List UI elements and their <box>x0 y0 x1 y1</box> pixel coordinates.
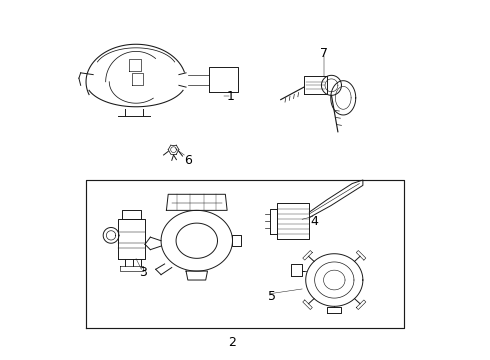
Text: 5: 5 <box>268 289 276 303</box>
Text: 7: 7 <box>319 47 328 60</box>
Text: 3: 3 <box>139 266 147 279</box>
Polygon shape <box>277 203 309 239</box>
Polygon shape <box>309 180 363 217</box>
Text: 2: 2 <box>228 336 237 349</box>
Text: 1: 1 <box>227 90 235 103</box>
Text: 4: 4 <box>311 215 319 228</box>
Text: 6: 6 <box>184 154 192 167</box>
Polygon shape <box>118 219 145 258</box>
Polygon shape <box>103 228 119 243</box>
